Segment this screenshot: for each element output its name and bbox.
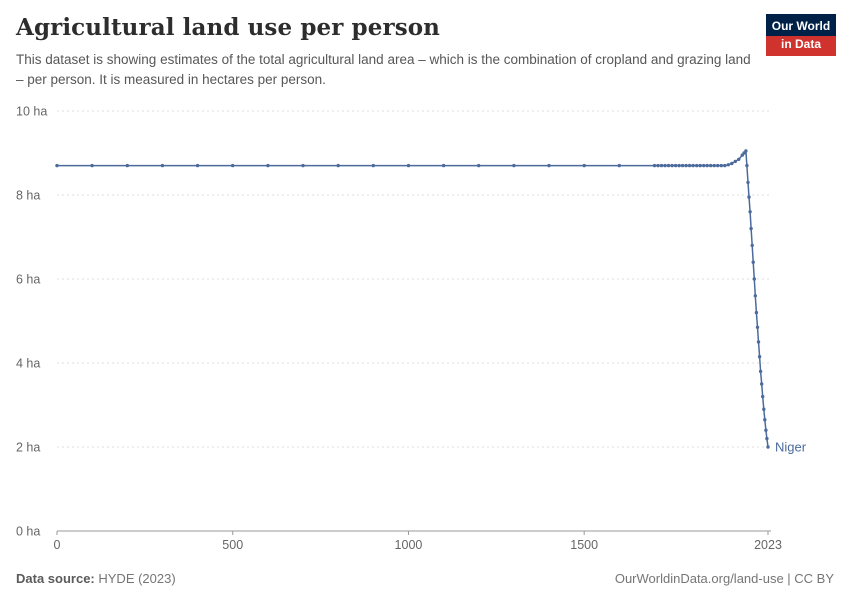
series-point [750, 243, 754, 248]
series-point [746, 180, 750, 185]
license-link[interactable]: OurWorldinData.org/land-use | CC BY [614, 571, 834, 586]
series-point [666, 163, 671, 168]
y-tick-label: 4 ha [16, 357, 40, 371]
series-point [680, 163, 685, 168]
series-point [663, 163, 667, 168]
data-source-value: HYDE (2023) [98, 571, 176, 586]
series-point [160, 163, 165, 168]
series-point [726, 163, 730, 167]
series-point [751, 260, 755, 264]
series-point [512, 163, 516, 168]
y-tick-label: 6 ha [16, 273, 40, 287]
series-point [90, 163, 94, 168]
series-point [582, 163, 586, 168]
series-point [712, 163, 716, 168]
series-point [673, 163, 678, 168]
series-point [687, 163, 692, 168]
series-point [406, 163, 411, 168]
y-tick-label: 0 ha [16, 525, 40, 539]
x-tick-label: 500 [222, 538, 243, 552]
series-point [733, 159, 737, 164]
series-point [719, 163, 723, 168]
data-source-label: Data source: [16, 571, 95, 586]
series-point [702, 163, 706, 168]
series-point [652, 163, 657, 168]
series-point [441, 163, 446, 168]
owid-logo[interactable]: Our World in Data [766, 14, 836, 56]
series-point [745, 163, 749, 168]
series-point [766, 445, 770, 449]
series-point [754, 310, 759, 315]
series-point [755, 325, 760, 329]
series-point [266, 163, 270, 168]
series-point [762, 407, 766, 411]
series-point [477, 163, 481, 168]
series-point [617, 163, 621, 168]
data-source: Data source: HYDE (2023) [16, 571, 176, 586]
series-point [753, 294, 757, 298]
series-point [125, 163, 129, 168]
series-point [723, 163, 727, 168]
series-line [57, 150, 769, 448]
page-title: Agricultural land use per person [16, 14, 441, 41]
series-point [659, 163, 664, 168]
x-tick-label: 0 [54, 538, 61, 552]
chart-subtitle: This dataset is showing estimates of the… [16, 52, 751, 87]
series-point [670, 163, 674, 168]
series-point [656, 163, 660, 168]
series-point [748, 210, 752, 214]
series-point [684, 163, 688, 168]
series-point [301, 163, 305, 168]
x-tick-label: 1500 [570, 538, 598, 552]
series-point [371, 163, 375, 168]
y-tick-label: 10 ha [16, 105, 47, 119]
series-point [195, 163, 200, 168]
series-point [747, 195, 751, 199]
series-point [695, 163, 699, 168]
series-point [55, 163, 59, 168]
series-point [758, 369, 763, 374]
series-point [744, 149, 748, 153]
series-point [547, 163, 551, 168]
y-tick-label: 2 ha [16, 441, 40, 455]
y-tick-label: 8 ha [16, 189, 40, 203]
series-point [764, 428, 768, 432]
series-point [691, 163, 695, 168]
chart-header: Agricultural land use per person This da… [16, 14, 756, 89]
owid-logo-line2: in Data [766, 36, 836, 56]
chart-footer: Data source: HYDE (2023) OurWorldinData.… [16, 571, 834, 586]
series-point [737, 157, 741, 161]
series-point [756, 340, 761, 344]
series-point [757, 355, 762, 359]
series-entity-label: Niger [775, 440, 807, 455]
series-point [761, 394, 765, 399]
series-point [677, 163, 681, 168]
owid-logo-line1: Our World [766, 14, 836, 36]
series-point [705, 163, 709, 168]
series-point [749, 226, 753, 231]
x-tick-label: 1000 [395, 538, 423, 552]
x-tick-label: 2023 [754, 538, 782, 552]
series-point [709, 163, 713, 168]
series-point [752, 277, 756, 281]
series-point [336, 163, 340, 168]
series-point [231, 163, 235, 168]
series-point [730, 161, 734, 166]
series-point [760, 382, 764, 386]
series-point [698, 163, 702, 168]
series-point [763, 418, 767, 422]
series-point [716, 163, 720, 168]
series-point [765, 436, 769, 441]
